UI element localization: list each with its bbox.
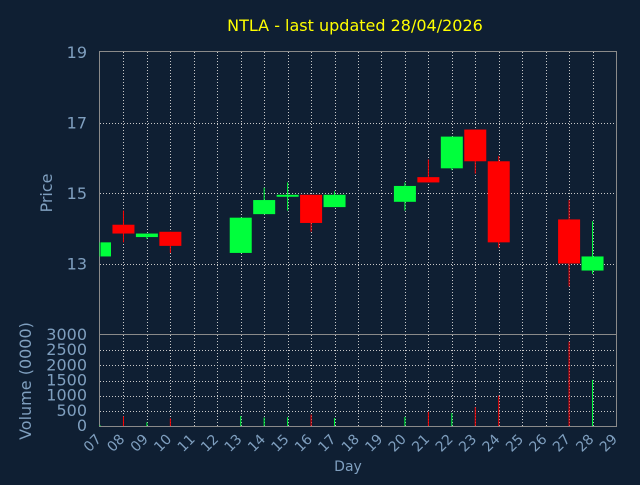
volume-bar [568,341,570,426]
candle-body [417,177,440,183]
volume-bar [263,417,265,426]
volume-bar [169,418,171,426]
candle-body [487,161,510,243]
chart-title: NTLA - last updated 28/04/2026 [227,16,483,35]
volume-bar [498,395,500,426]
candle-body [135,233,158,238]
volume-tick-label: 2000 [46,355,87,374]
candle [581,221,604,275]
volume-bar [592,379,594,426]
volume-axis-label: Volume (0000) [16,322,35,440]
candle [135,233,158,239]
volume-tick-label: 1000 [46,386,87,405]
volume-bar [122,416,124,426]
candle [440,136,463,171]
volume-tick-label: 0 [77,416,87,435]
volume-bar [146,422,148,426]
volume-bar [310,414,312,426]
candle-body [159,231,182,246]
x-axis: 07 08 09 10 11 12 13 14 15 16 17 18 19 20 21 22 23 24 25 26… [81,431,621,455]
candle [112,210,135,243]
volume-panel-frame [99,334,617,427]
candle [253,187,276,215]
candle [300,194,323,232]
candle [276,182,299,211]
volume-bar [287,417,289,426]
price-tick-label: 17 [67,114,87,133]
price-axis-label: Price [37,173,56,212]
candle-body [101,242,111,257]
volume-bar [474,407,476,426]
candle-body [276,194,299,197]
candle-body [558,219,581,264]
volume-bar [99,425,101,426]
candle [323,191,346,208]
volume-tick-label: 500 [56,401,87,420]
volume-bar [451,412,453,426]
volume-grid [100,335,616,426]
candle-body [440,136,463,169]
volume-bar-series [99,341,594,426]
price-tick-label: 19 [67,43,87,62]
candle [99,242,111,257]
candle [393,182,416,211]
candle [229,217,252,253]
candle [159,231,182,253]
volume-bar [240,415,242,426]
candle-body [300,194,323,223]
candle [464,129,487,174]
candlestick-series [99,129,604,287]
price-y-axis: 13 15 17 19 [67,43,87,274]
volume-bar [427,411,429,426]
volume-tick-label: 1500 [46,371,87,390]
candle-body [323,194,346,208]
price-tick-label: 15 [67,184,87,203]
volume-tick-label: 3000 [46,325,87,344]
candle-body [253,200,276,215]
price-tick-label: 13 [67,255,87,274]
candle [558,200,581,287]
candle-body [393,185,416,202]
candle-body [581,256,604,271]
candle-body [229,217,252,253]
candle [417,159,440,183]
candle [487,155,510,248]
volume-bar [334,418,336,426]
candle-body [112,224,135,234]
volume-tick-label: 2500 [46,340,87,359]
volume-bar [404,416,406,426]
candle-body [464,129,487,162]
x-axis-label: Day [334,459,362,475]
